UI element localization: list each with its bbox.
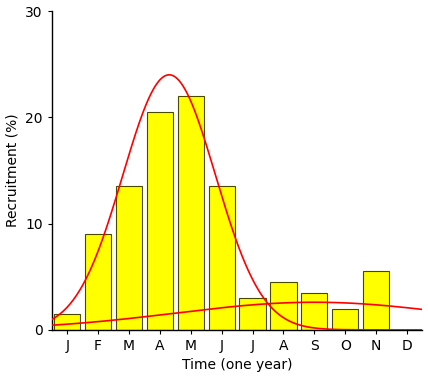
Bar	[178, 96, 204, 330]
Bar	[332, 308, 358, 330]
Bar	[363, 271, 389, 330]
Bar	[270, 282, 297, 330]
Bar	[54, 314, 80, 330]
Bar	[85, 234, 111, 330]
X-axis label: Time (one year): Time (one year)	[182, 358, 292, 372]
Bar	[116, 186, 142, 330]
Y-axis label: Recruitment (%): Recruitment (%)	[6, 114, 20, 227]
Bar	[301, 293, 327, 330]
Bar	[239, 298, 266, 330]
Bar	[147, 112, 173, 330]
Bar	[208, 186, 235, 330]
